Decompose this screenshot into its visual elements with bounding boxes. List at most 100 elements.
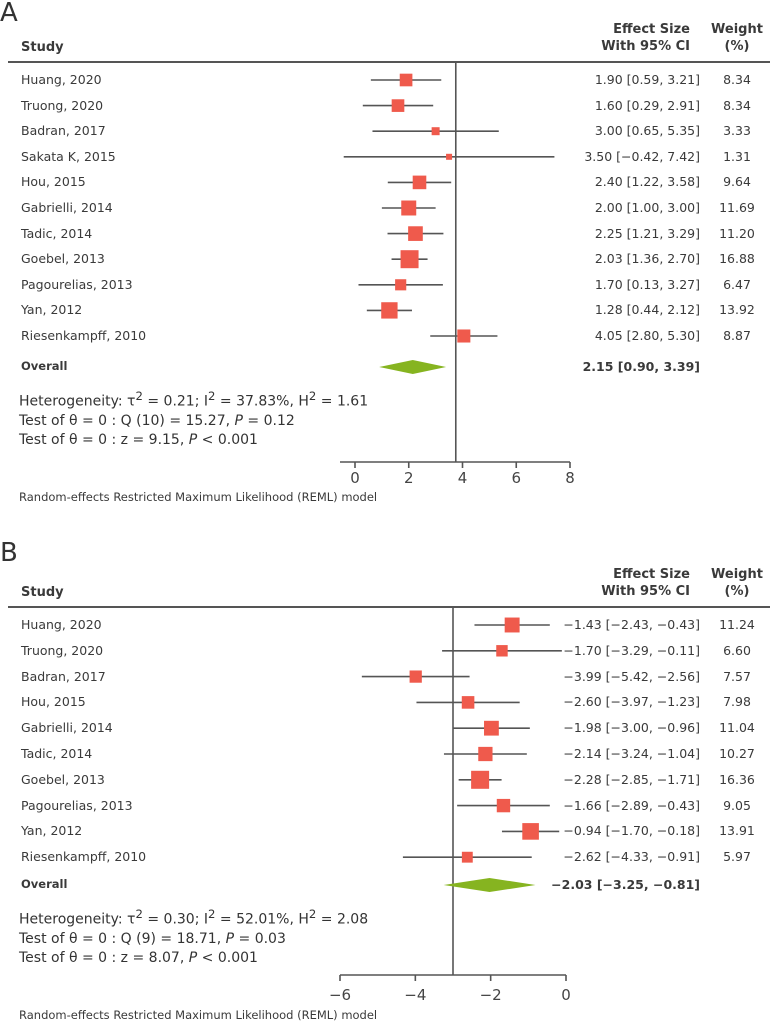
study-name: Riesenkampff, 2010 [21,328,147,343]
overall-label: Overall [21,359,68,373]
overall-effect-size: −2.03 [−3.25, −0.81] [551,877,700,892]
weight-value: 9.05 [723,797,751,813]
effect-marker [478,746,493,762]
weight-value: 8.34 [723,72,751,87]
weight-header: Weight (%) [710,566,764,600]
study-name: Huang, 2020 [21,72,102,87]
x-tick-label: −2 [480,986,502,1004]
effect-marker [399,73,413,87]
effect-marker [496,798,511,813]
weight-header: Weight (%) [710,21,764,55]
panel-letter: B [0,538,18,568]
study-name: Pagourelias, 2013 [21,797,133,813]
x-tick-label: −4 [404,986,426,1004]
effect-size-header-line1: Effect Size [613,22,690,37]
effect-size-value: −2.60 [−3.97, −1.23] [563,694,700,710]
effect-marker [408,226,423,241]
effect-marker [471,770,490,789]
x-tick-label: −6 [329,986,351,1004]
study-column-header: Study [21,40,64,55]
weight-value: 7.57 [723,668,751,684]
overall-effect-size: 2.15 [0.90, 3.39] [582,359,700,374]
effect-size-value: 3.00 [0.65, 5.35] [594,123,700,139]
overall-diamond [443,878,536,892]
heterogeneity-stat: Heterogeneity: τ2 = 0.21; I2 = 37.83%, H… [19,389,369,410]
effect-size-value: 1.90 [0.59, 3.21] [594,72,700,87]
header-rule [8,61,770,63]
weight-value: 3.33 [723,123,751,139]
effect-marker [457,329,471,343]
weight-value: 1.31 [723,148,751,164]
effect-marker [496,645,508,657]
effect-size-value: −0.94 [−1.70, −0.18] [563,823,700,839]
effect-size-value: 2.40 [1.22, 3.58] [594,174,700,190]
effect-size-value: −2.28 [−2.85, −1.71] [563,771,700,787]
statistics-block: Heterogeneity: τ2 = 0.21; I2 = 37.83%, H… [19,387,368,450]
effect-marker [381,302,398,319]
effect-size-value: 1.70 [0.13, 3.27] [594,276,700,292]
study-name: Yan, 2012 [21,823,83,839]
effect-marker [484,720,499,736]
weight-value: 13.91 [719,823,755,839]
study-name: Tadic, 2014 [21,746,93,761]
weight-value: 11.24 [719,617,755,632]
study-name: Huang, 2020 [21,617,102,632]
effect-marker [412,175,427,190]
effect-marker [391,99,405,112]
effect-size-header-line1: Effect Size [613,567,690,582]
study-name: Truong, 2020 [21,97,104,113]
weight-value: 8.87 [723,328,751,343]
weight-value: 11.04 [719,720,755,736]
effect-marker [504,617,520,633]
z-test-stat: Test of θ = 0 : z = 9.15, P < 0.001 [19,431,258,448]
effect-marker [409,670,422,683]
study-name: Riesenkampff, 2010 [21,849,147,865]
study-name: Tadic, 2014 [21,225,93,241]
statistics-block: Heterogeneity: τ2 = 0.30; I2 = 52.01%, H… [19,905,368,968]
weight-value: 6.47 [723,276,751,292]
x-tick-label: 2 [404,469,414,487]
weight-header-line2: (%) [724,39,750,54]
weight-value: 6.60 [723,642,751,658]
effect-size-value: −1.70 [−3.29, −0.11] [563,642,700,658]
effect-marker [395,279,407,291]
weight-value: 11.69 [719,200,755,215]
weight-value: 5.97 [723,849,751,865]
x-tick-label: 8 [565,469,575,487]
effect-size-value: −3.99 [−5.42, −2.56] [563,668,700,684]
effect-marker [401,200,417,216]
weight-header-line1: Weight [711,22,763,37]
weight-value: 9.64 [723,174,751,190]
effect-marker [446,153,453,160]
weight-value: 13.92 [719,302,755,318]
effect-marker [431,127,440,136]
effect-marker [522,823,539,840]
model-footnote: Random-effects Restricted Maximum Likeli… [19,1008,378,1022]
weight-value: 16.36 [719,771,755,787]
header-rule [8,606,770,608]
q-test-stat: Test of θ = 0 : Q (9) = 18.71, P = 0.03 [19,930,286,947]
study-name: Gabrielli, 2014 [21,720,113,736]
effect-size-value: −1.98 [−3.00, −0.96] [563,720,700,736]
overall-diamond [379,360,447,374]
weight-value: 8.34 [723,97,751,113]
z-test-stat: Test of θ = 0 : z = 8.07, P < 0.001 [19,949,258,966]
effect-size-header-line2: With 95% CI [601,39,690,54]
x-tick-label: 0 [350,469,360,487]
effect-size-value: 2.03 [1.36, 2.70] [594,251,700,267]
x-tick-label: 0 [561,986,571,1004]
study-name: Badran, 2017 [21,668,106,684]
effect-size-value: −1.66 [−2.89, −0.43] [563,797,700,813]
study-name: Goebel, 2013 [21,771,105,787]
effect-marker [461,851,473,863]
effect-size-value: 1.28 [0.44, 2.12] [594,302,700,318]
study-name: Sakata K, 2015 [21,148,116,164]
effect-size-header: Effect Size With 95% CI [601,566,690,600]
effect-marker [461,696,475,709]
study-name: Hou, 2015 [21,174,86,190]
study-name: Pagourelias, 2013 [21,276,133,292]
effect-marker [400,250,419,269]
panel-letter: A [0,0,18,28]
effect-size-value: −2.62 [−4.33, −0.91] [563,849,700,865]
